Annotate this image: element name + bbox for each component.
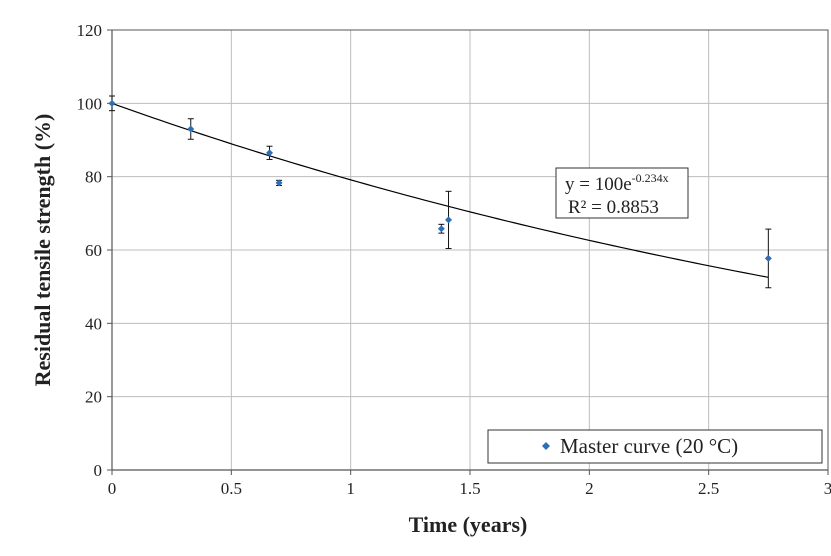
marker-0 (108, 99, 116, 107)
y-tick-label-3: 60 (85, 241, 102, 260)
y-tick-label-4: 80 (85, 168, 102, 187)
data-point-0 (108, 95, 116, 112)
y-tick-label-2: 40 (85, 314, 102, 333)
data-point-4 (437, 223, 445, 234)
x-tick-label-0: 0 (108, 479, 117, 498)
y-tick-label-1: 20 (85, 388, 102, 407)
y-tick-label-0: 0 (94, 461, 103, 480)
data-point-5 (445, 190, 453, 250)
legend-marker (542, 442, 550, 450)
x-tick-label-3: 1.5 (459, 479, 480, 498)
marker-6 (764, 254, 772, 262)
x-tick-label-2: 1 (346, 479, 355, 498)
y-tick-labels: 0 20 40 60 80 100 120 (77, 21, 112, 480)
y-tick-label-6: 120 (77, 21, 103, 40)
marker-2 (266, 149, 274, 157)
y-axis-title: Residual tensile strength (%) (30, 114, 55, 387)
r-squared-label: R² = 0.8853 (568, 197, 659, 218)
data-point-2 (266, 145, 274, 160)
trendline-equation: y = 100e-0.234x (565, 171, 669, 195)
legend-label: Master curve (20 °C) (560, 434, 738, 458)
marker-1 (187, 125, 195, 133)
trendline (111, 102, 769, 278)
data-point-6 (764, 228, 772, 289)
x-tick-labels: 0 0.5 1 1.5 2 2.5 3 (108, 470, 831, 498)
data-point-3 (275, 179, 283, 187)
marker-5 (445, 216, 453, 224)
x-axis-title: Time (years) (409, 512, 528, 537)
data-point-1 (187, 118, 195, 140)
x-tick-label-5: 2.5 (698, 479, 719, 498)
x-tick-label-1: 0.5 (221, 479, 242, 498)
marker-3 (275, 179, 283, 187)
data-points (108, 95, 772, 289)
x-tick-label-4: 2 (585, 479, 594, 498)
legend: Master curve (20 °C) (487, 429, 823, 464)
x-tick-label-6: 3 (824, 479, 831, 498)
y-tick-label-5: 100 (77, 94, 103, 113)
grid (111, 29, 829, 471)
trendline-equation-box: y = 100e-0.234x R² = 0.8853 (555, 167, 689, 219)
marker-4 (437, 225, 445, 233)
